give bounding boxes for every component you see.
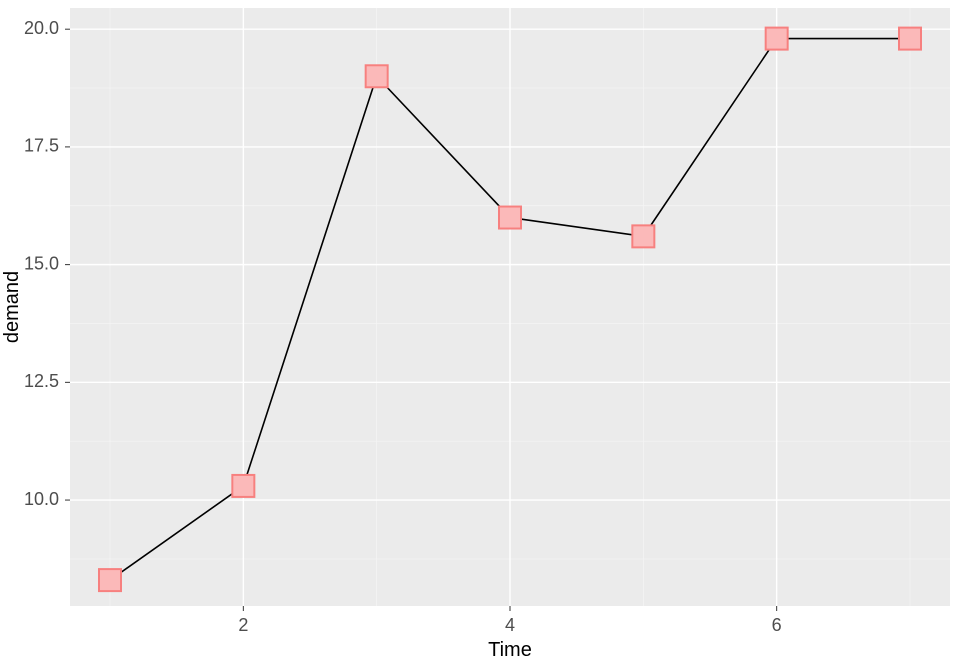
- y-tick-label: 12.5: [24, 371, 59, 391]
- y-tick-label: 15.0: [24, 253, 59, 273]
- data-point: [632, 225, 654, 247]
- data-point: [99, 569, 121, 591]
- chart-svg: 2 4 6 10.0 12.5 15.0 17.5 20.0 Time demand: [0, 0, 960, 672]
- y-tick-label: 20.0: [24, 18, 59, 38]
- data-point: [366, 65, 388, 87]
- x-tick-label: 2: [238, 615, 248, 635]
- line-chart: 2 4 6 10.0 12.5 15.0 17.5 20.0 Time demand: [0, 0, 960, 672]
- x-axis-title: Time: [488, 639, 532, 661]
- y-tick-label: 17.5: [24, 136, 59, 156]
- y-tick-label: 10.0: [24, 489, 59, 509]
- y-axis-title: demand: [1, 271, 23, 343]
- x-tick-label: 4: [505, 615, 515, 635]
- x-tick-label: 6: [772, 615, 782, 635]
- data-point: [766, 28, 788, 50]
- data-point: [899, 28, 921, 50]
- data-point: [499, 207, 521, 229]
- data-point: [232, 475, 254, 497]
